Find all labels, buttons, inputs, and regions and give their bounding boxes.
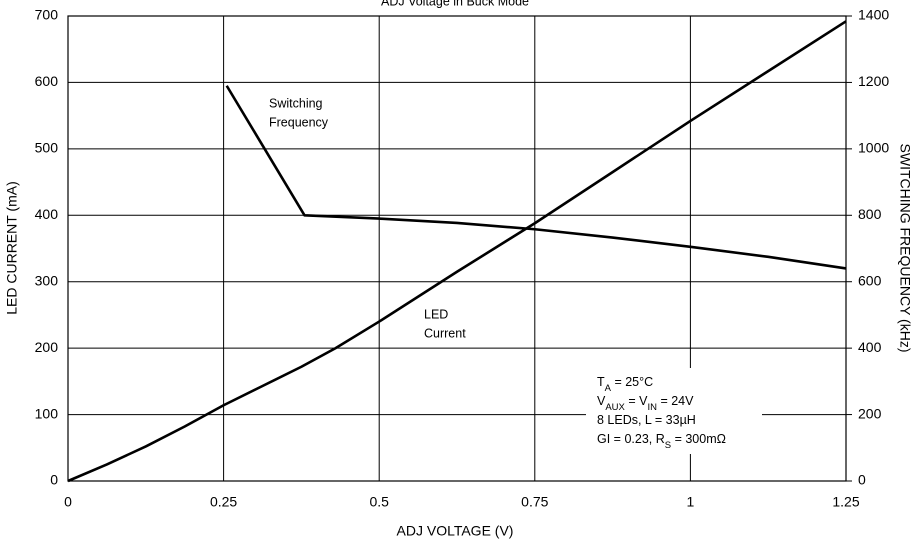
x-tick-label: 1.25 <box>832 494 859 510</box>
annotation-text: = 24V <box>657 394 694 408</box>
y2-tick-label: 1200 <box>858 73 889 89</box>
x-tick-label: 0.75 <box>521 494 548 510</box>
y2-tick-label: 0 <box>858 472 866 488</box>
x-axis-label: ADJ VOLTAGE (V) <box>397 523 514 539</box>
annotation-text: = 25°C <box>611 375 653 389</box>
x-tick-label: 0.5 <box>369 494 389 510</box>
y2-tick-label: 200 <box>858 405 882 421</box>
annotation-text: S <box>665 440 671 451</box>
y2-tick-label: 600 <box>858 272 882 288</box>
y-tick-label: 700 <box>35 7 59 23</box>
annotation-text: GI = 0.23, R <box>597 432 665 446</box>
chart-title: ADJ Voltage in Buck Mode <box>381 0 529 8</box>
y-tick-label: 400 <box>35 206 59 222</box>
y-tick-label: 0 <box>50 472 58 488</box>
annotation-line: GI = 0.23, RS = 300mΩ <box>597 432 726 451</box>
annotation-background <box>586 368 762 454</box>
y2-tick-label: 1400 <box>858 7 889 23</box>
series-label: LED <box>424 307 448 321</box>
y-axis-label: LED CURRENT (mA) <box>4 181 20 315</box>
annotation-text: V <box>597 394 606 408</box>
x-tick-label: 0 <box>64 494 72 510</box>
y2-tick-label: 400 <box>858 339 882 355</box>
y-tick-label: 600 <box>35 73 59 89</box>
series-line <box>67 20 847 483</box>
y-tick-label: 500 <box>35 140 59 156</box>
plot-frame <box>67 15 847 482</box>
annotation-line: TA = 25°C <box>597 375 653 394</box>
annotation-line: VAUX = VIN = 24V <box>597 394 694 413</box>
x-tick-label: 1 <box>687 494 695 510</box>
y2-tick-label: 800 <box>858 206 882 222</box>
y2-tick-label: 1000 <box>858 140 889 156</box>
y-tick-label: 300 <box>35 272 59 288</box>
y-tick-label: 100 <box>35 405 59 421</box>
series-label: Current <box>424 326 466 340</box>
annotation-text: = V <box>625 394 648 408</box>
annotation-text: AUX <box>605 402 625 413</box>
annotation-line: 8 LEDs, L = 33µH <box>597 413 696 427</box>
series-label: Switching <box>269 96 323 110</box>
y-tick-label: 200 <box>35 339 59 355</box>
x-tick-label: 0.25 <box>210 494 237 510</box>
annotation-text: IN <box>647 402 657 413</box>
annotation-text: 8 LEDs, L = 33µH <box>597 413 696 427</box>
annotation-text: T <box>597 375 605 389</box>
y2-axis-label: SWITCHING FREQUENCY (kHz) <box>897 144 913 353</box>
annotation-text: A <box>605 383 612 394</box>
series-line <box>225 85 847 270</box>
annotation-text: = 300mΩ <box>671 432 726 446</box>
series-label: Frequency <box>269 115 329 129</box>
